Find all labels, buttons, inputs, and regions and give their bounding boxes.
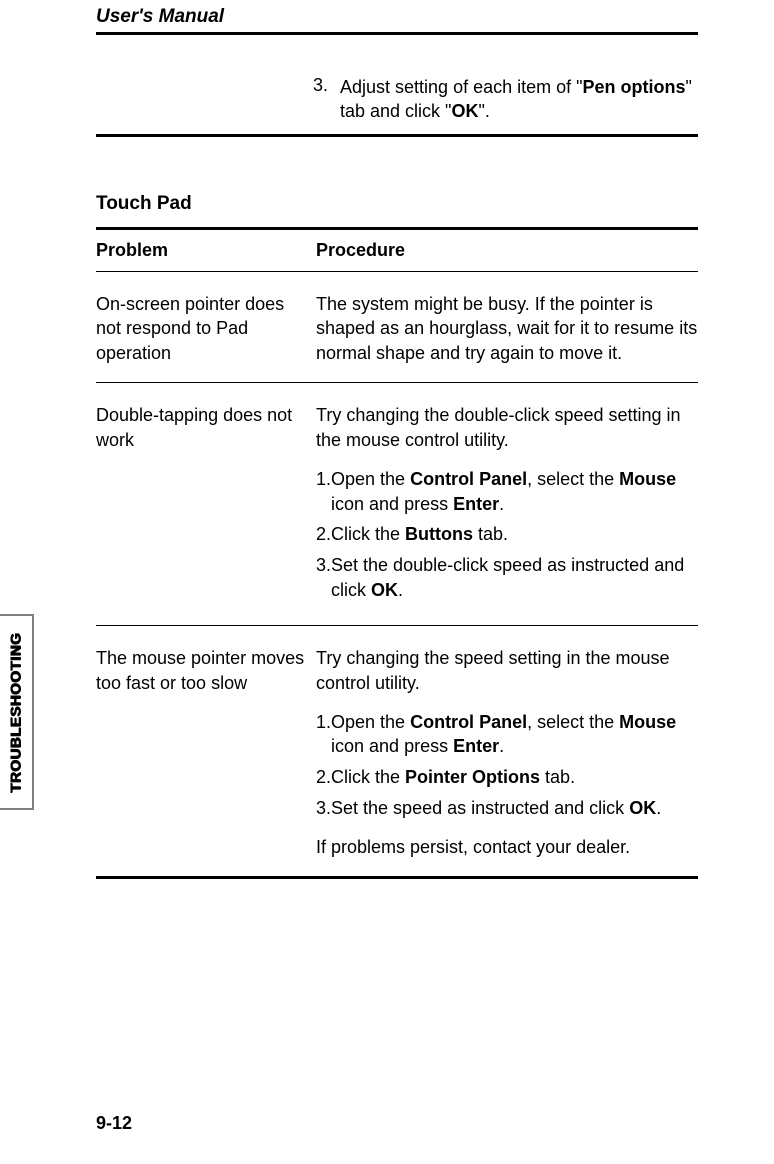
step-number: 1. xyxy=(316,467,331,517)
procedure-cell: Try changing the double-click speed sett… xyxy=(316,403,698,609)
step-bold: Pointer Options xyxy=(405,767,540,787)
step-bold: Buttons xyxy=(405,524,473,544)
procedure-steps: 1.Open the Control Panel, select the Mou… xyxy=(316,467,698,603)
step-span: icon and press xyxy=(331,736,453,756)
lead-row: 3. Adjust setting of each item of "Pen o… xyxy=(96,75,698,124)
table-row: On-screen pointer does not respond to Pa… xyxy=(96,272,698,383)
step-bold: Mouse xyxy=(619,712,676,732)
step-span: tab. xyxy=(473,524,508,544)
step-number: 1. xyxy=(316,710,331,760)
step-bold: OK xyxy=(629,798,656,818)
step-bold: Enter xyxy=(453,736,499,756)
step-span: Open the xyxy=(331,712,410,732)
table-row: The mouse pointer moves too fast or too … xyxy=(96,626,698,879)
step-text: Click the Pointer Options tab. xyxy=(331,765,575,790)
page-number: 9-12 xyxy=(96,1113,132,1134)
step-bold: Enter xyxy=(453,494,499,514)
step-span: icon and press xyxy=(331,494,453,514)
step-span: tab. xyxy=(540,767,575,787)
procedure-step: 3.Set the speed as instructed and click … xyxy=(316,796,698,821)
step-span: , select the xyxy=(527,469,619,489)
procedure-step: 2.Click the Pointer Options tab. xyxy=(316,765,698,790)
step-number: 2. xyxy=(316,522,331,547)
step-span: . xyxy=(656,798,661,818)
step-span: . xyxy=(398,580,403,600)
step-span: . xyxy=(499,736,504,756)
procedure-cell: The system might be busy. If the pointer… xyxy=(316,292,698,366)
table-header: Problem Procedure xyxy=(96,227,698,272)
step-span: . xyxy=(499,494,504,514)
side-tab-label: TROUBLESHOOTING xyxy=(8,632,25,792)
running-head: User's Manual xyxy=(96,0,698,35)
procedure-step: 1.Open the Control Panel, select the Mou… xyxy=(316,467,698,517)
step-span: Open the xyxy=(331,469,410,489)
procedure-step: 2.Click the Buttons tab. xyxy=(316,522,698,547)
step-bold: Control Panel xyxy=(410,469,527,489)
step-number: 2. xyxy=(316,765,331,790)
side-tab: TROUBLESHOOTING xyxy=(0,614,34,810)
step-span: Click the xyxy=(331,767,405,787)
procedure-step: 3.Set the double-click speed as instruct… xyxy=(316,553,698,603)
section-title: Touch Pad xyxy=(96,193,698,215)
procedure-step: 1.Open the Control Panel, select the Mou… xyxy=(316,710,698,760)
lead-number: 3. xyxy=(96,75,340,124)
step-span: Set the speed as instructed and click xyxy=(331,798,629,818)
lead-block: 3. Adjust setting of each item of "Pen o… xyxy=(96,75,698,137)
step-bold: Mouse xyxy=(619,469,676,489)
lead-text-before: Adjust setting of each item of " xyxy=(340,77,583,97)
step-text: Click the Buttons tab. xyxy=(331,522,508,547)
step-bold: Control Panel xyxy=(410,712,527,732)
procedure-intro: Try changing the double-click speed sett… xyxy=(316,403,698,453)
lead-text-after: ". xyxy=(478,101,489,121)
header-procedure: Procedure xyxy=(316,240,698,261)
step-number: 3. xyxy=(316,796,331,821)
table-row: Double-tapping does not workTry changing… xyxy=(96,383,698,626)
step-span: Click the xyxy=(331,524,405,544)
page: User's Manual 3. Adjust setting of each … xyxy=(0,0,774,1164)
step-span: , select the xyxy=(527,712,619,732)
step-text: Open the Control Panel, select the Mouse… xyxy=(331,467,698,517)
procedure-cell: Try changing the speed setting in the mo… xyxy=(316,646,698,860)
table-rows: On-screen pointer does not respond to Pa… xyxy=(96,272,698,879)
procedure-steps: 1.Open the Control Panel, select the Mou… xyxy=(316,710,698,821)
problem-cell: The mouse pointer moves too fast or too … xyxy=(96,646,316,860)
lead-bold-2: OK xyxy=(451,101,478,121)
lead-text: Adjust setting of each item of "Pen opti… xyxy=(340,75,698,124)
troubleshoot-table: Problem Procedure On-screen pointer does… xyxy=(96,227,698,879)
lead-bold-1: Pen options xyxy=(583,77,686,97)
step-text: Set the speed as instructed and click OK… xyxy=(331,796,661,821)
procedure-intro: Try changing the speed setting in the mo… xyxy=(316,646,698,696)
step-number: 3. xyxy=(316,553,331,603)
problem-cell: On-screen pointer does not respond to Pa… xyxy=(96,292,316,366)
step-bold: OK xyxy=(371,580,398,600)
step-text: Open the Control Panel, select the Mouse… xyxy=(331,710,698,760)
step-text: Set the double-click speed as instructed… xyxy=(331,553,698,603)
procedure-intro: The system might be busy. If the pointer… xyxy=(316,292,698,366)
procedure-trailing: If problems persist, contact your dealer… xyxy=(316,835,698,860)
problem-cell: Double-tapping does not work xyxy=(96,403,316,609)
header-problem: Problem xyxy=(96,240,316,261)
